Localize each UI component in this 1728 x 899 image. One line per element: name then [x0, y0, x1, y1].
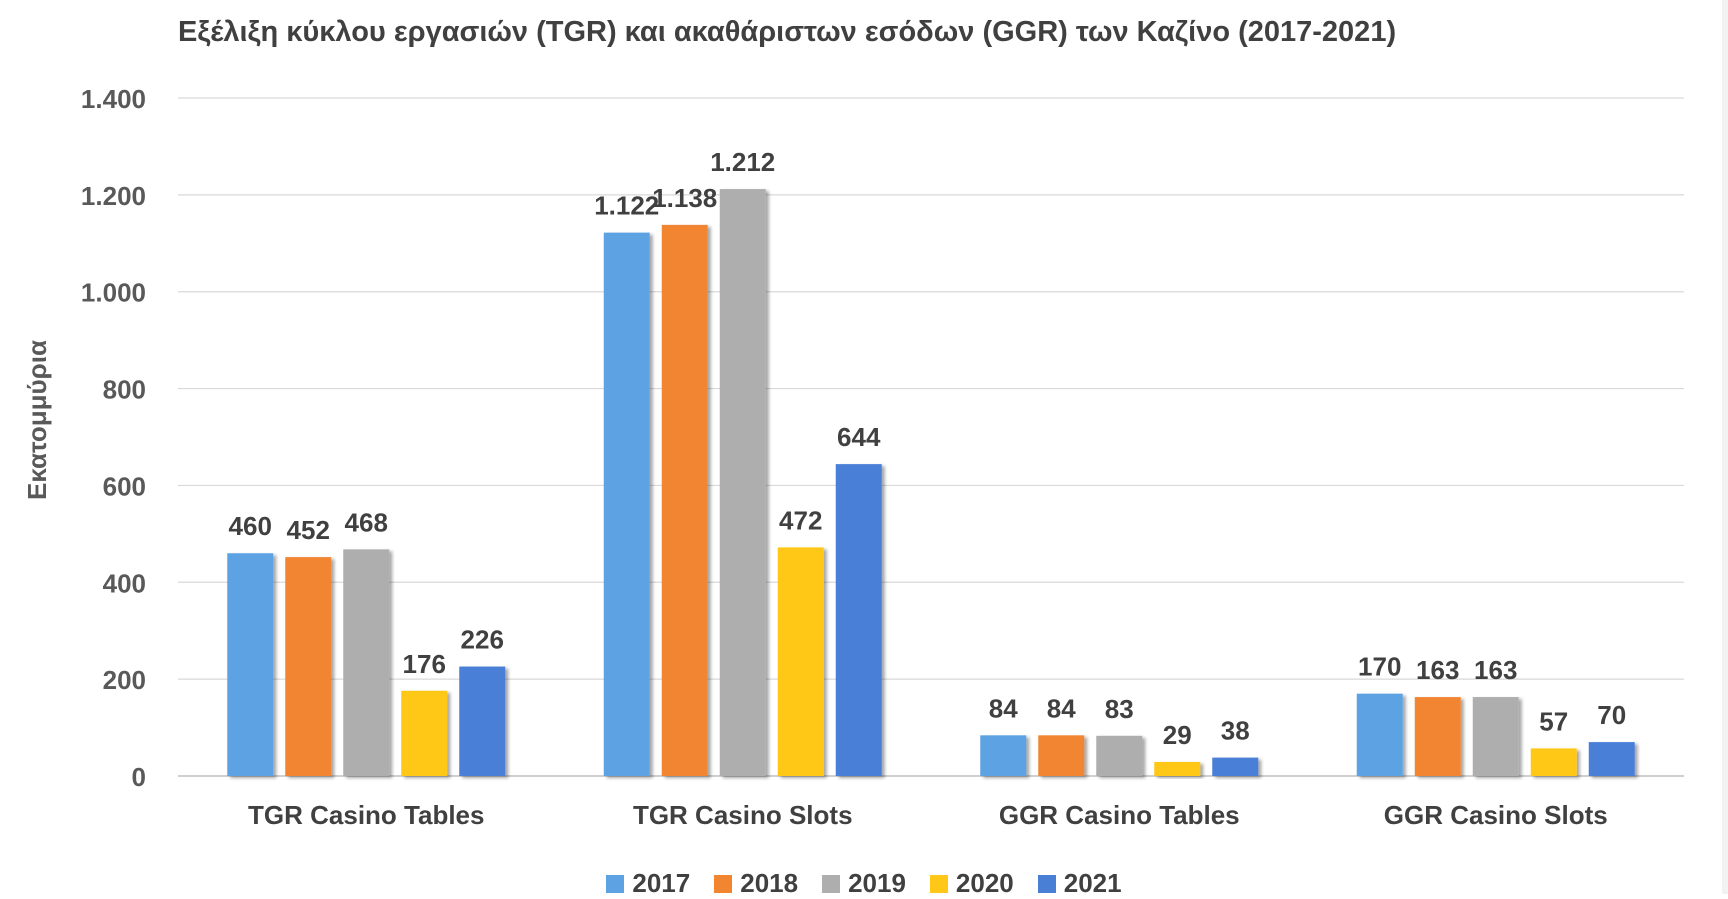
bar-2019 — [1472, 697, 1519, 776]
legend-item: 2020 — [929, 868, 1014, 899]
data-label: 70 — [1597, 700, 1626, 730]
data-label: 1.212 — [710, 147, 775, 177]
legend-swatch — [714, 874, 733, 893]
x-tick-label: TGR Casino Slots — [633, 800, 853, 830]
bar-2017 — [227, 553, 274, 776]
y-tick-label: 600 — [103, 471, 146, 501]
data-label: 83 — [1105, 694, 1134, 724]
data-label: 1.138 — [652, 183, 717, 213]
data-label: 163 — [1474, 655, 1517, 685]
data-label: 226 — [461, 625, 504, 655]
legend-swatch — [1037, 874, 1056, 893]
legend-item: 2021 — [1037, 868, 1122, 899]
data-label: 163 — [1416, 655, 1459, 685]
legend-item: 2017 — [606, 868, 690, 899]
axes: 0 200 400 600 800 1.000 1.200 1.400 TGR Casino T… — [81, 84, 1608, 830]
data-label: 472 — [779, 505, 822, 535]
legend-label: 2021 — [1063, 868, 1122, 898]
y-tick-label: 1.200 — [81, 181, 146, 211]
bar-2019 — [719, 189, 766, 776]
bar-2020 — [777, 547, 824, 776]
data-label: 84 — [1047, 693, 1076, 723]
data-label: 176 — [403, 649, 446, 679]
legend-swatch — [606, 874, 625, 893]
data-label: 38 — [1221, 716, 1250, 746]
bar-2020 — [401, 690, 448, 776]
legend-label: 2020 — [955, 868, 1014, 898]
bar-2017 — [603, 232, 650, 777]
data-label: 84 — [989, 693, 1018, 723]
data-label: 1.122 — [594, 191, 659, 221]
x-tick-label: GGR Casino Slots — [1384, 800, 1608, 830]
y-tick-label: 400 — [103, 568, 146, 598]
bar-2018 — [285, 557, 332, 776]
bar-2020 — [1154, 761, 1201, 776]
y-tick-label: 0 — [132, 762, 146, 792]
data-label: 644 — [837, 422, 881, 452]
data-label: 170 — [1358, 652, 1401, 682]
data-label: 468 — [345, 507, 388, 537]
bar-2020 — [1530, 748, 1577, 776]
legend-label: 2017 — [632, 868, 691, 898]
chart-title: Εξέλιξη κύκλου εργασιών (TGR) και ακαθάρ… — [178, 16, 1397, 48]
y-tick-label: 1.000 — [81, 278, 146, 308]
y-tick-label: 1.400 — [81, 84, 146, 114]
bar-2021 — [459, 666, 506, 776]
legend: 2017 2018 2019 2020 2021 — [0, 868, 1728, 899]
bar-2021 — [1212, 757, 1259, 776]
bar-2017 — [980, 735, 1027, 776]
data-label: 29 — [1163, 720, 1192, 750]
data-label: 57 — [1539, 706, 1568, 736]
bar-2019 — [1096, 735, 1143, 776]
bar-2018 — [1038, 735, 1085, 776]
legend-item: 2018 — [714, 868, 798, 899]
bar-2021 — [1588, 742, 1635, 776]
bar-2018 — [661, 224, 708, 776]
bar-2021 — [835, 464, 882, 776]
data-label: 452 — [287, 515, 330, 545]
y-tick-label: 200 — [103, 665, 146, 695]
x-tick-label: GGR Casino Tables — [999, 800, 1240, 830]
bar-2018 — [1414, 697, 1461, 776]
legend-item: 2019 — [822, 868, 906, 899]
window-edge — [1722, 0, 1728, 894]
x-tick-label: TGR Casino Tables — [248, 800, 484, 830]
y-tick-label: 800 — [103, 375, 146, 405]
legend-label: 2019 — [848, 868, 906, 898]
legend-swatch — [822, 874, 841, 893]
legend-label: 2018 — [740, 868, 799, 898]
bars — [227, 189, 1635, 777]
legend-swatch — [929, 874, 948, 893]
bar-2017 — [1356, 693, 1403, 776]
data-label: 460 — [229, 511, 272, 541]
bar-2019 — [343, 549, 390, 776]
